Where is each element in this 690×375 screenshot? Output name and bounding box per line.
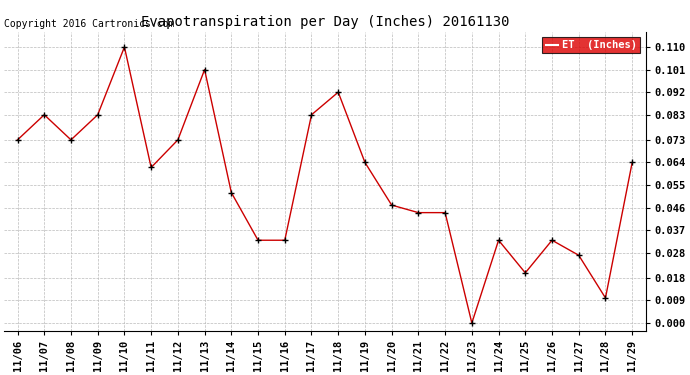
Legend: ET  (Inches): ET (Inches) [542, 37, 640, 53]
Title: Evapotranspiration per Day (Inches) 20161130: Evapotranspiration per Day (Inches) 2016… [141, 15, 509, 29]
Text: Copyright 2016 Cartronics.com: Copyright 2016 Cartronics.com [4, 19, 175, 29]
